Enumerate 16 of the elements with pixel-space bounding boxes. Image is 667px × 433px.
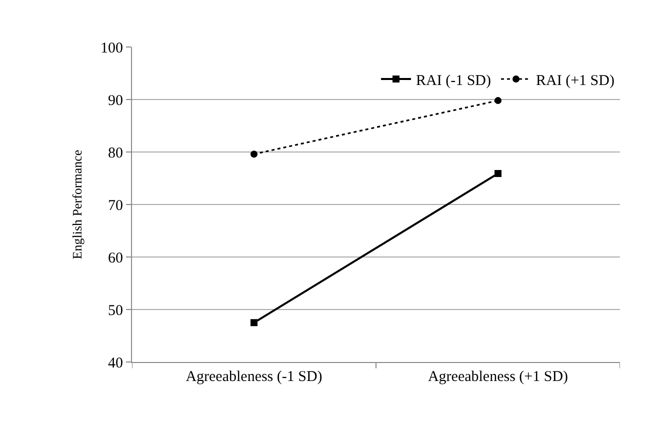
x-tick-label: Agreeableness (-1 SD) <box>186 369 322 385</box>
legend-label: RAI (-1 SD) <box>416 72 491 89</box>
point <box>250 319 258 326</box>
point <box>494 170 502 178</box>
y-axis-title: English Performance <box>69 150 84 260</box>
y-tick-label: 70 <box>108 198 123 214</box>
y-tick-label: 90 <box>108 92 123 109</box>
y-tick-label: 60 <box>108 250 123 266</box>
point <box>494 97 502 104</box>
x-tick-label: Agreeableness (+1 SD) <box>428 369 568 385</box>
y-tick-label: 50 <box>108 302 123 319</box>
y-tick-label: 40 <box>108 355 123 372</box>
y-tick-label: 80 <box>108 145 123 162</box>
legend-label: RAI (+1 SD) <box>536 72 614 89</box>
point <box>250 150 258 158</box>
y-tick-label: 100 <box>100 40 123 56</box>
